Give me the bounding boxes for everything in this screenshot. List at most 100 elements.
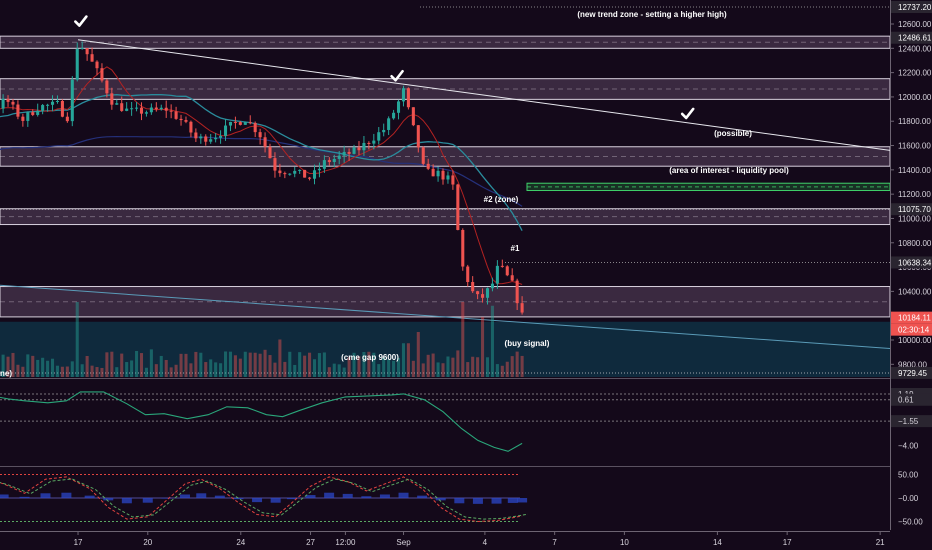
candle[interactable] [125, 102, 129, 112]
candle[interactable] [179, 114, 183, 126]
candle[interactable] [510, 268, 514, 282]
candle[interactable] [406, 87, 410, 110]
candle[interactable] [223, 118, 228, 141]
candle[interactable] [41, 103, 45, 115]
candle[interactable] [228, 121, 233, 132]
candle[interactable] [490, 277, 494, 292]
candle[interactable] [461, 228, 465, 271]
candle[interactable] [401, 85, 406, 107]
candle[interactable] [174, 106, 178, 120]
candle[interactable] [283, 171, 287, 179]
candle[interactable] [6, 95, 10, 107]
candle[interactable] [456, 183, 460, 231]
candle[interactable] [505, 265, 509, 277]
candle[interactable] [184, 116, 188, 124]
candle[interactable] [436, 166, 440, 182]
candle[interactable] [416, 125, 420, 153]
candle[interactable] [90, 47, 94, 62]
candle[interactable] [70, 76, 74, 127]
candle[interactable] [387, 116, 391, 135]
candle[interactable] [238, 121, 242, 126]
candle[interactable] [135, 102, 139, 112]
candle[interactable] [21, 113, 25, 127]
candle[interactable] [159, 104, 163, 111]
candle[interactable] [288, 173, 292, 176]
candle[interactable] [317, 162, 321, 178]
candle[interactable] [219, 130, 223, 144]
candle[interactable] [392, 109, 396, 120]
candle[interactable] [382, 123, 386, 137]
candle[interactable] [248, 115, 252, 125]
candle[interactable] [471, 276, 475, 293]
candle[interactable] [154, 102, 158, 112]
candle[interactable] [347, 148, 351, 161]
candle[interactable] [31, 109, 35, 117]
candle[interactable] [95, 60, 99, 76]
candle[interactable] [139, 102, 144, 121]
candle[interactable] [110, 87, 114, 110]
candle[interactable] [100, 63, 104, 83]
candle[interactable] [515, 278, 519, 311]
candle[interactable] [169, 104, 173, 119]
candle[interactable] [441, 168, 445, 185]
candle[interactable] [11, 98, 15, 110]
candle[interactable] [500, 259, 504, 268]
candle[interactable] [298, 169, 302, 174]
candle[interactable] [204, 134, 208, 146]
candle[interactable] [16, 100, 20, 120]
candle[interactable] [342, 145, 346, 163]
candle[interactable] [50, 95, 55, 112]
candle[interactable] [130, 101, 134, 116]
candle[interactable] [520, 296, 524, 315]
candle[interactable] [243, 121, 247, 125]
candle[interactable] [308, 176, 312, 181]
candle[interactable] [258, 128, 262, 145]
candle[interactable] [466, 264, 470, 287]
candle[interactable] [105, 78, 109, 98]
candle[interactable] [293, 166, 297, 178]
candle[interactable] [273, 152, 277, 178]
candle[interactable] [80, 41, 84, 50]
candle[interactable] [214, 132, 218, 143]
candle[interactable] [268, 143, 272, 159]
candle[interactable] [303, 169, 307, 178]
candle[interactable] [144, 110, 148, 117]
candle[interactable] [421, 146, 425, 166]
candle[interactable] [199, 133, 203, 144]
candle[interactable] [431, 164, 435, 177]
candle[interactable] [189, 120, 193, 138]
candle[interactable] [149, 103, 153, 115]
candle[interactable] [253, 121, 257, 138]
candle[interactable] [485, 287, 490, 305]
candle[interactable] [263, 132, 267, 153]
candle[interactable] [372, 133, 376, 150]
candle[interactable] [451, 170, 455, 190]
candle[interactable] [481, 288, 485, 303]
candle[interactable] [312, 164, 317, 185]
candle[interactable] [327, 157, 331, 166]
candle[interactable] [75, 42, 79, 82]
candle[interactable] [411, 107, 415, 127]
candle[interactable] [352, 144, 356, 155]
candle[interactable] [194, 128, 198, 143]
candle[interactable] [396, 99, 401, 120]
candle[interactable] [164, 100, 168, 118]
candle[interactable] [322, 155, 326, 173]
candle[interactable] [278, 163, 282, 177]
candle[interactable] [495, 260, 499, 289]
candle[interactable] [209, 133, 213, 144]
candle[interactable] [65, 112, 69, 123]
candle[interactable] [476, 290, 480, 300]
candle[interactable] [115, 99, 119, 105]
candle[interactable] [46, 103, 50, 112]
candle[interactable] [26, 111, 30, 127]
candle[interactable] [1, 94, 5, 114]
candle[interactable] [36, 103, 40, 117]
candle[interactable] [85, 48, 89, 61]
candle[interactable] [446, 171, 450, 184]
candle[interactable] [233, 116, 237, 129]
candle[interactable] [362, 135, 366, 156]
candle[interactable] [332, 154, 336, 168]
candle[interactable] [120, 96, 124, 112]
